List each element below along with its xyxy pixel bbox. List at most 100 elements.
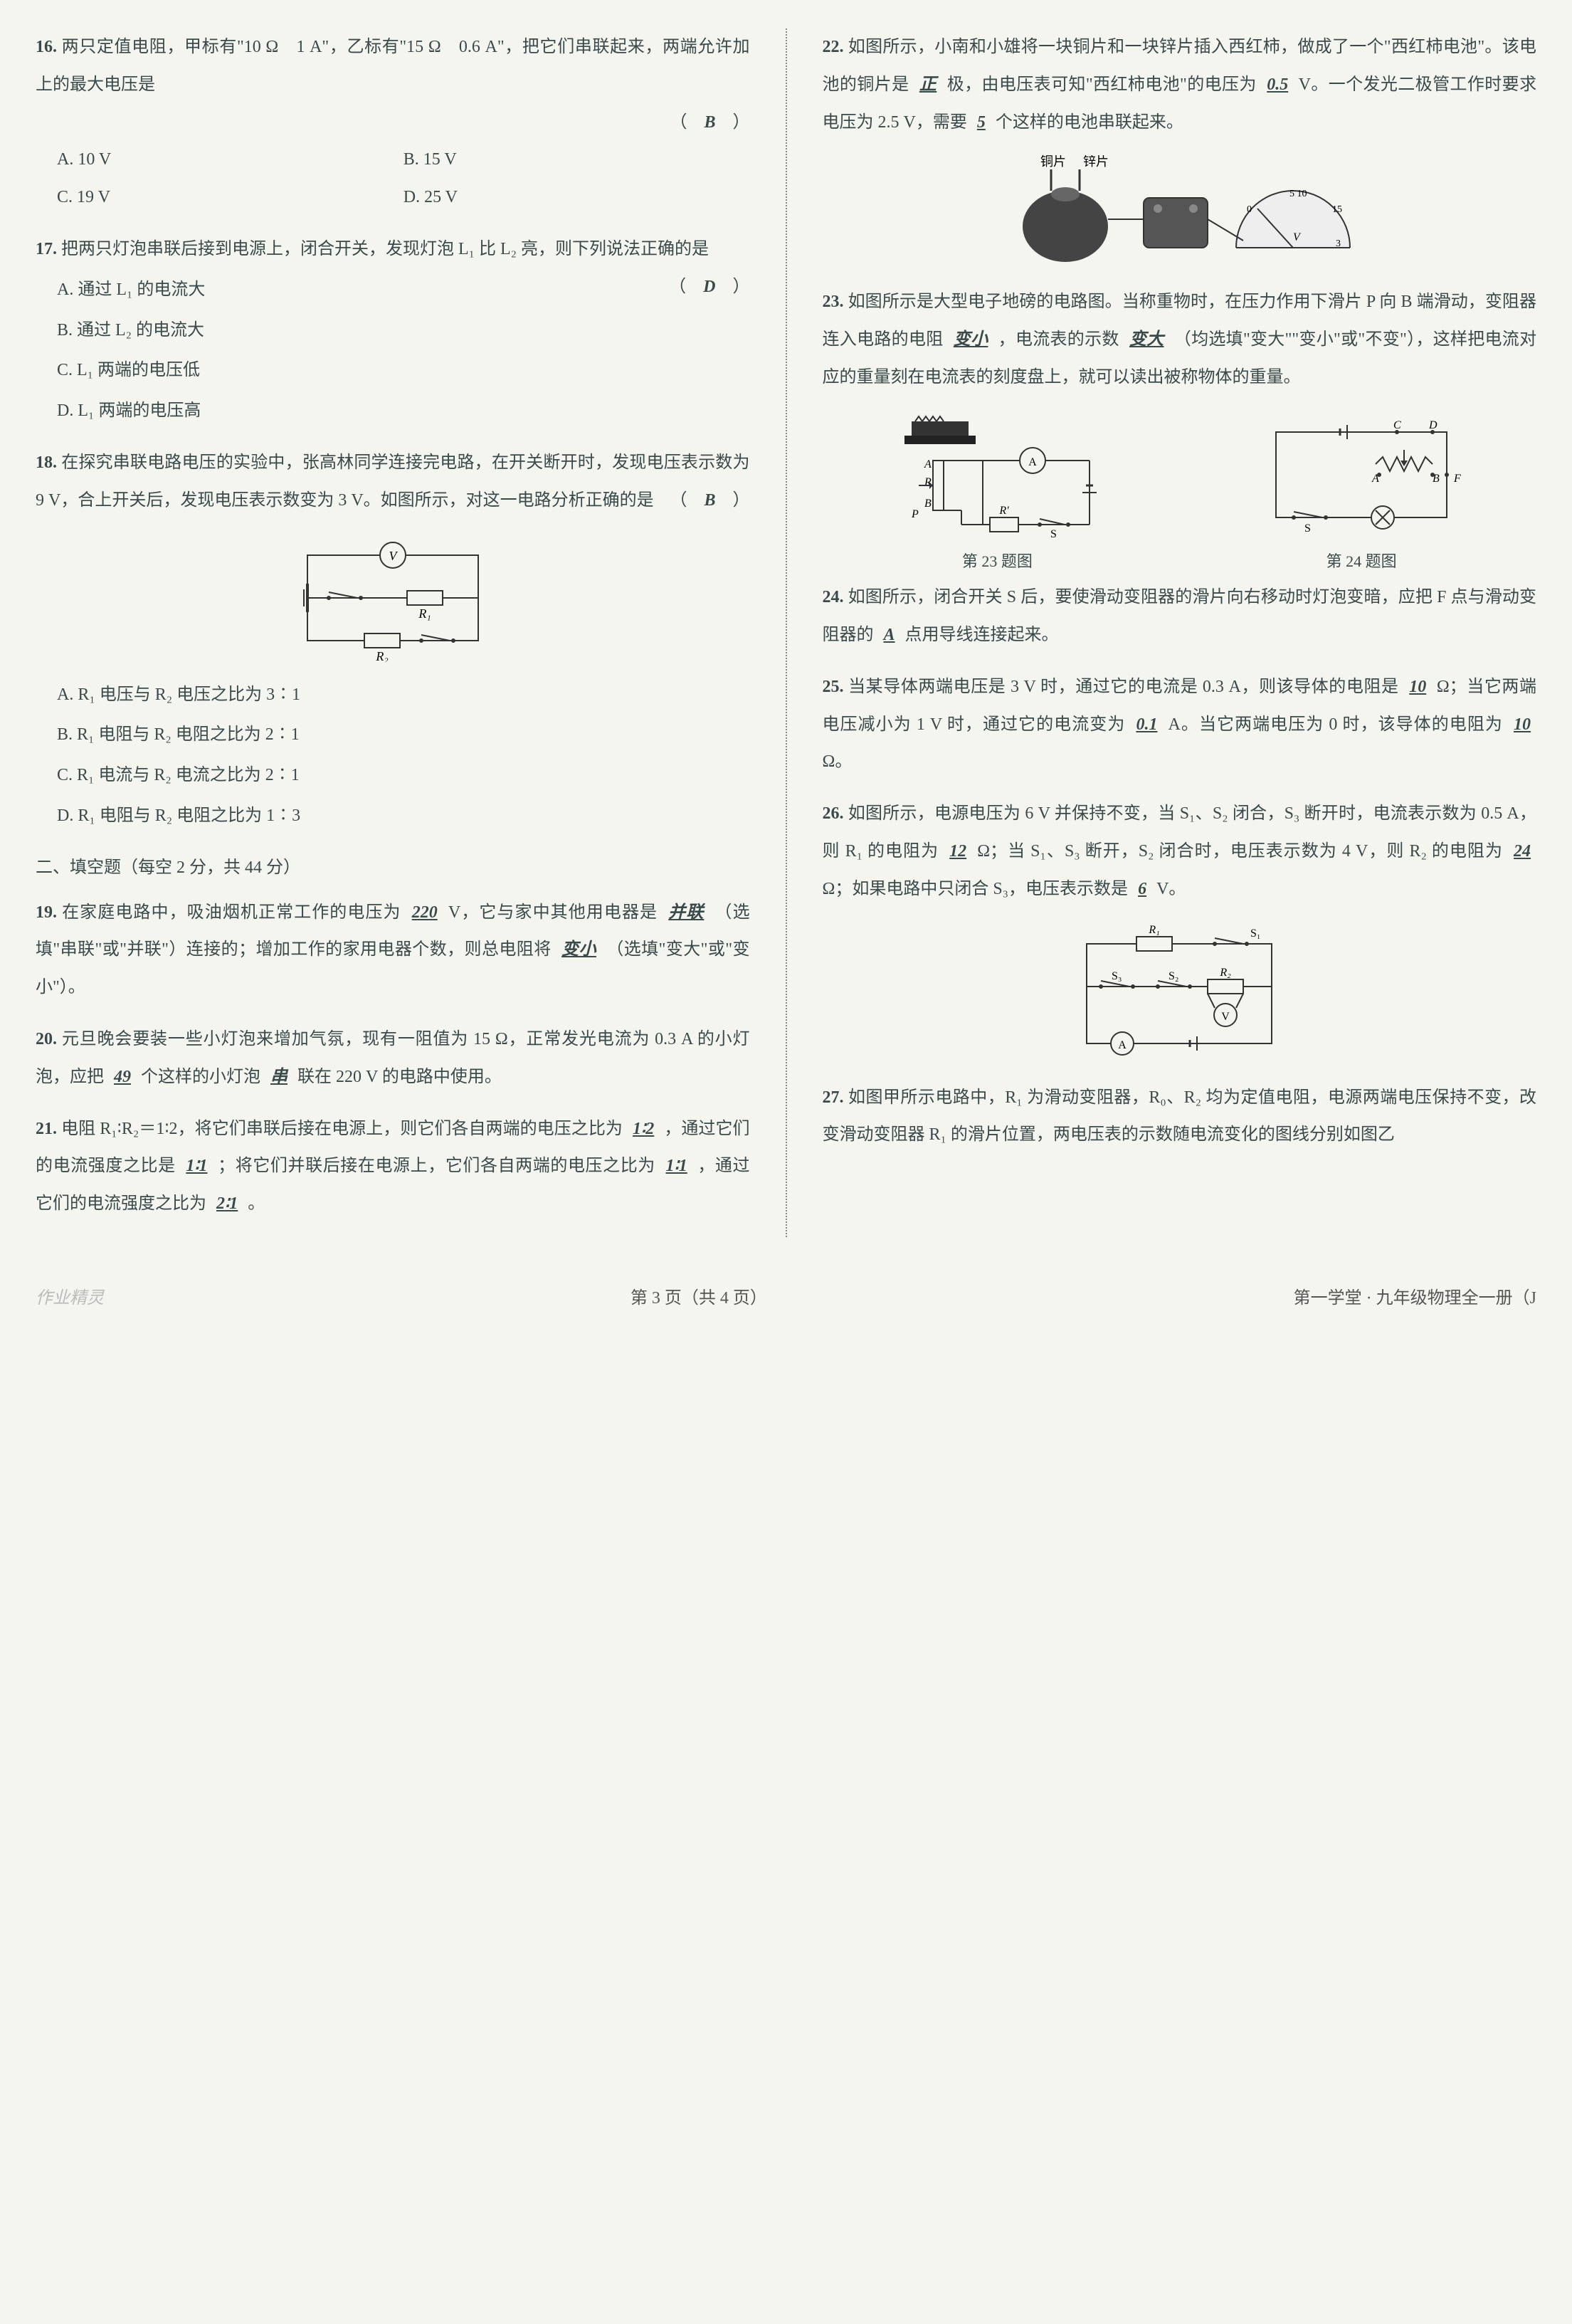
q17-opt-b: B. 通过 L₂ 的电流大 — [57, 312, 750, 349]
q26-part2: Ω；如果电路中只闭合 S₃，电压表示数是 — [823, 880, 1129, 898]
q18-opt-a: A. R₁ 电压与 R₂ 电压之比为 3∶1 — [57, 676, 750, 714]
question-25: 25. 当某导体两端电压是 3 V 时，通过它的电流是 0.3 A，则该导体的电… — [823, 668, 1537, 781]
q18-circuit-figure: V R₁ R₂ — [36, 534, 750, 662]
q26-blank0: 12 — [944, 842, 972, 861]
q26-figure: R₁ S₁ S₃ S₂ R₂ V A — [823, 922, 1537, 1065]
q24-blank0: A — [878, 626, 901, 644]
q24-d-label: D — [1428, 419, 1438, 431]
q20-num: 20. — [36, 1030, 57, 1048]
q22-blank0: 正 — [914, 75, 942, 94]
meter-0: 0 — [1247, 204, 1252, 215]
q18-opt-b: B. R₁ 电阻与 R₂ 电阻之比为 2∶1 — [57, 716, 750, 754]
q17-answer-paren: （ D ） — [669, 268, 749, 306]
q24-s-label: S — [1304, 522, 1311, 535]
page-container: 16. 两只定值电阻，甲标有"10 Ω 1 A"，乙标有"15 Ω 0.6 A"… — [36, 28, 1536, 1237]
q21-part0: 电阻 R₁∶R₂＝1∶2，将它们串联后接在电源上，则它们各自两端的电压之比为 — [61, 1120, 623, 1138]
question-26: 26. 如图所示，电源电压为 6 V 并保持不变，当 S₁、S₂ 闭合，S₃ 断… — [823, 795, 1537, 908]
q18-opt-d: D. R₁ 电阻与 R₂ 电阻之比为 1∶3 — [57, 797, 750, 835]
q18-answer: B — [704, 491, 715, 510]
section-2-title: 二、填空题（每空 2 分，共 44 分） — [36, 849, 750, 887]
q18-options: A. R₁ 电压与 R₂ 电压之比为 3∶1 B. R₁ 电阻与 R₂ 电阻之比… — [57, 676, 750, 835]
q26-part3: V。 — [1156, 880, 1186, 898]
q26-s2-label: S₂ — [1169, 970, 1178, 982]
q23-part1: ，电流表的示数 — [998, 330, 1119, 349]
question-18: 18. 在探究串联电路电压的实验中，张高林同学连接完电路，在开关断开时，发现电压… — [36, 444, 750, 835]
q16-num: 16. — [36, 38, 57, 56]
q21-blank0: 1∶2 — [627, 1120, 660, 1138]
q26-ammeter-icon: A — [1118, 1039, 1127, 1051]
q24-f-label: F — [1453, 473, 1461, 485]
q23-a-label: A — [924, 458, 932, 470]
q24-part1: 点用导线连接起来。 — [905, 626, 1059, 644]
question-27: 27. 如图甲所示电路中，R₁ 为滑动变阻器，R₀、R₂ 均为定值电阻，电源两端… — [823, 1079, 1537, 1155]
q22-part3: 个这样的电池串联起来。 — [996, 113, 1183, 132]
q21-blank2: 1∶1 — [660, 1157, 693, 1175]
q20-part1: 个这样的小灯泡 — [141, 1068, 260, 1086]
q22-tomato-svg: 铜片 锌片 0 5 10 15 3 V — [1001, 155, 1357, 269]
q19-part0: 在家庭电路中，吸油烟机正常工作的电压为 — [62, 903, 401, 922]
question-24: 24. 如图所示，闭合开关 S 后，要使滑动变阻器的滑片向右移动时灯泡变暗，应把… — [823, 579, 1537, 654]
column-divider — [786, 28, 787, 1237]
q19-num: 19. — [36, 903, 57, 922]
q21-num: 21. — [36, 1120, 57, 1138]
q26-num: 26. — [823, 804, 844, 823]
q23-num: 23. — [823, 293, 844, 311]
q19-blank1: 并联 — [663, 903, 709, 922]
q23-s-label: S — [1050, 528, 1057, 539]
q20-blank0: 49 — [108, 1068, 137, 1086]
page-footer: 作业精灵 第 3 页（共 4 页） 第一学堂 · 九年级物理全一册（J — [36, 1280, 1536, 1318]
q23-b-label: B — [924, 498, 932, 510]
left-column: 16. 两只定值电阻，甲标有"10 Ω 1 A"，乙标有"15 Ω 0.6 A"… — [36, 28, 750, 1237]
q17-answer: D — [703, 278, 715, 296]
q22-figure: 铜片 锌片 0 5 10 15 3 V — [823, 155, 1537, 269]
q20-part2: 联在 220 V 的电路中使用。 — [297, 1068, 502, 1086]
q16-options: A. 10 V B. 15 V C. 19 V D. 25 V — [57, 141, 750, 216]
q20-blank1: 串 — [265, 1068, 293, 1086]
q25-blank2: 10 — [1508, 715, 1536, 734]
q18-num: 18. — [36, 453, 57, 472]
q16-opt-c: C. 19 V — [57, 179, 403, 216]
voltmeter-icon: V — [1221, 1011, 1230, 1023]
q17-num: 17. — [36, 240, 57, 258]
q18-opt-c: C. R₁ 电流与 R₂ 电流之比为 2∶1 — [57, 757, 750, 794]
question-23: 23. 如图所示是大型电子地磅的电路图。当称重物时，在压力作用下滑片 P 向 B… — [823, 283, 1537, 396]
q17-options: A. 通过 L₁ 的电流大 B. 通过 L₂ 的电流大 C. L₁ 两端的电压低… — [57, 271, 750, 430]
q23-q24-figures: A R B P R' A — [823, 411, 1537, 579]
copper-label: 铜片 — [1040, 155, 1066, 169]
q16-opt-a: A. 10 V — [57, 141, 403, 179]
q23-figure-wrap: A R B P R' A — [890, 411, 1104, 579]
q27-text: 如图甲所示电路中，R₁ 为滑动变阻器，R₀、R₂ 均为定值电阻，电源两端电压保持… — [823, 1088, 1537, 1145]
question-20: 20. 元旦晚会要装一些小灯泡来增加气氛，现有一阻值为 15 Ω，正常发光电流为… — [36, 1021, 750, 1096]
q19-blank2: 变小 — [556, 940, 602, 959]
q22-blank1: 0.5 — [1261, 75, 1294, 94]
q17-opt-a: A. 通过 L₁ 的电流大 — [57, 271, 750, 309]
q18-circuit-svg: V R₁ R₂ — [279, 534, 507, 662]
q16-answer: B — [704, 113, 715, 132]
q27-num: 27. — [823, 1088, 844, 1107]
q16-text: 两只定值电阻，甲标有"10 Ω 1 A"，乙标有"15 Ω 0.6 A"，把它们… — [36, 38, 750, 94]
q24-num: 24. — [823, 588, 844, 606]
q26-blank2: 6 — [1132, 880, 1152, 898]
page-number: 第 3 页（共 4 页） — [631, 1280, 767, 1318]
q22-part1: 极，由电压表可知"西红柿电池"的电压为 — [947, 75, 1257, 94]
q23-blank1: 变大 — [1124, 330, 1170, 349]
q24-circuit-svg: C D A B F — [1255, 411, 1468, 539]
meter-15: 15 — [1332, 204, 1342, 215]
q21-part2: ；将它们并联后接在电源上，它们各自两端的电压之比为 — [218, 1157, 655, 1175]
q22-num: 22. — [823, 38, 844, 56]
q17-opt-c: C. L₁ 两端的电压低 — [57, 352, 750, 389]
q17-text: 把两只灯泡串联后接到电源上，闭合开关，发现灯泡 L₁ 比 L₂ 亮，则下列说法正… — [61, 240, 709, 258]
question-19: 19. 在家庭电路中，吸油烟机正常工作的电压为 220 V，它与家中其他用电器是… — [36, 894, 750, 1006]
right-column: 22. 如图所示，小南和小雄将一块铜片和一块锌片插入西红柿，做成了一个"西红柿电… — [823, 28, 1537, 1237]
q26-r2-label: R₂ — [1220, 967, 1232, 979]
q23-rp-label: R' — [999, 505, 1010, 517]
q18-text: 在探究串联电路电压的实验中，张高林同学连接完电路，在开关断开时，发现电压表示数为… — [36, 453, 750, 510]
q22-blank2: 5 — [971, 113, 991, 132]
q16-opt-d: D. 25 V — [403, 179, 750, 216]
question-17: 17. 把两只灯泡串联后接到电源上，闭合开关，发现灯泡 L₁ 比 L₂ 亮，则下… — [36, 231, 750, 430]
q25-blank0: 10 — [1403, 678, 1432, 696]
q24-figure-wrap: C D A B F — [1255, 411, 1468, 579]
q24-caption: 第 24 题图 — [1255, 545, 1468, 579]
question-22: 22. 如图所示，小南和小雄将一块铜片和一块锌片插入西红柿，做成了一个"西红柿电… — [823, 28, 1537, 141]
q21-blank1: 1∶1 — [180, 1157, 213, 1175]
